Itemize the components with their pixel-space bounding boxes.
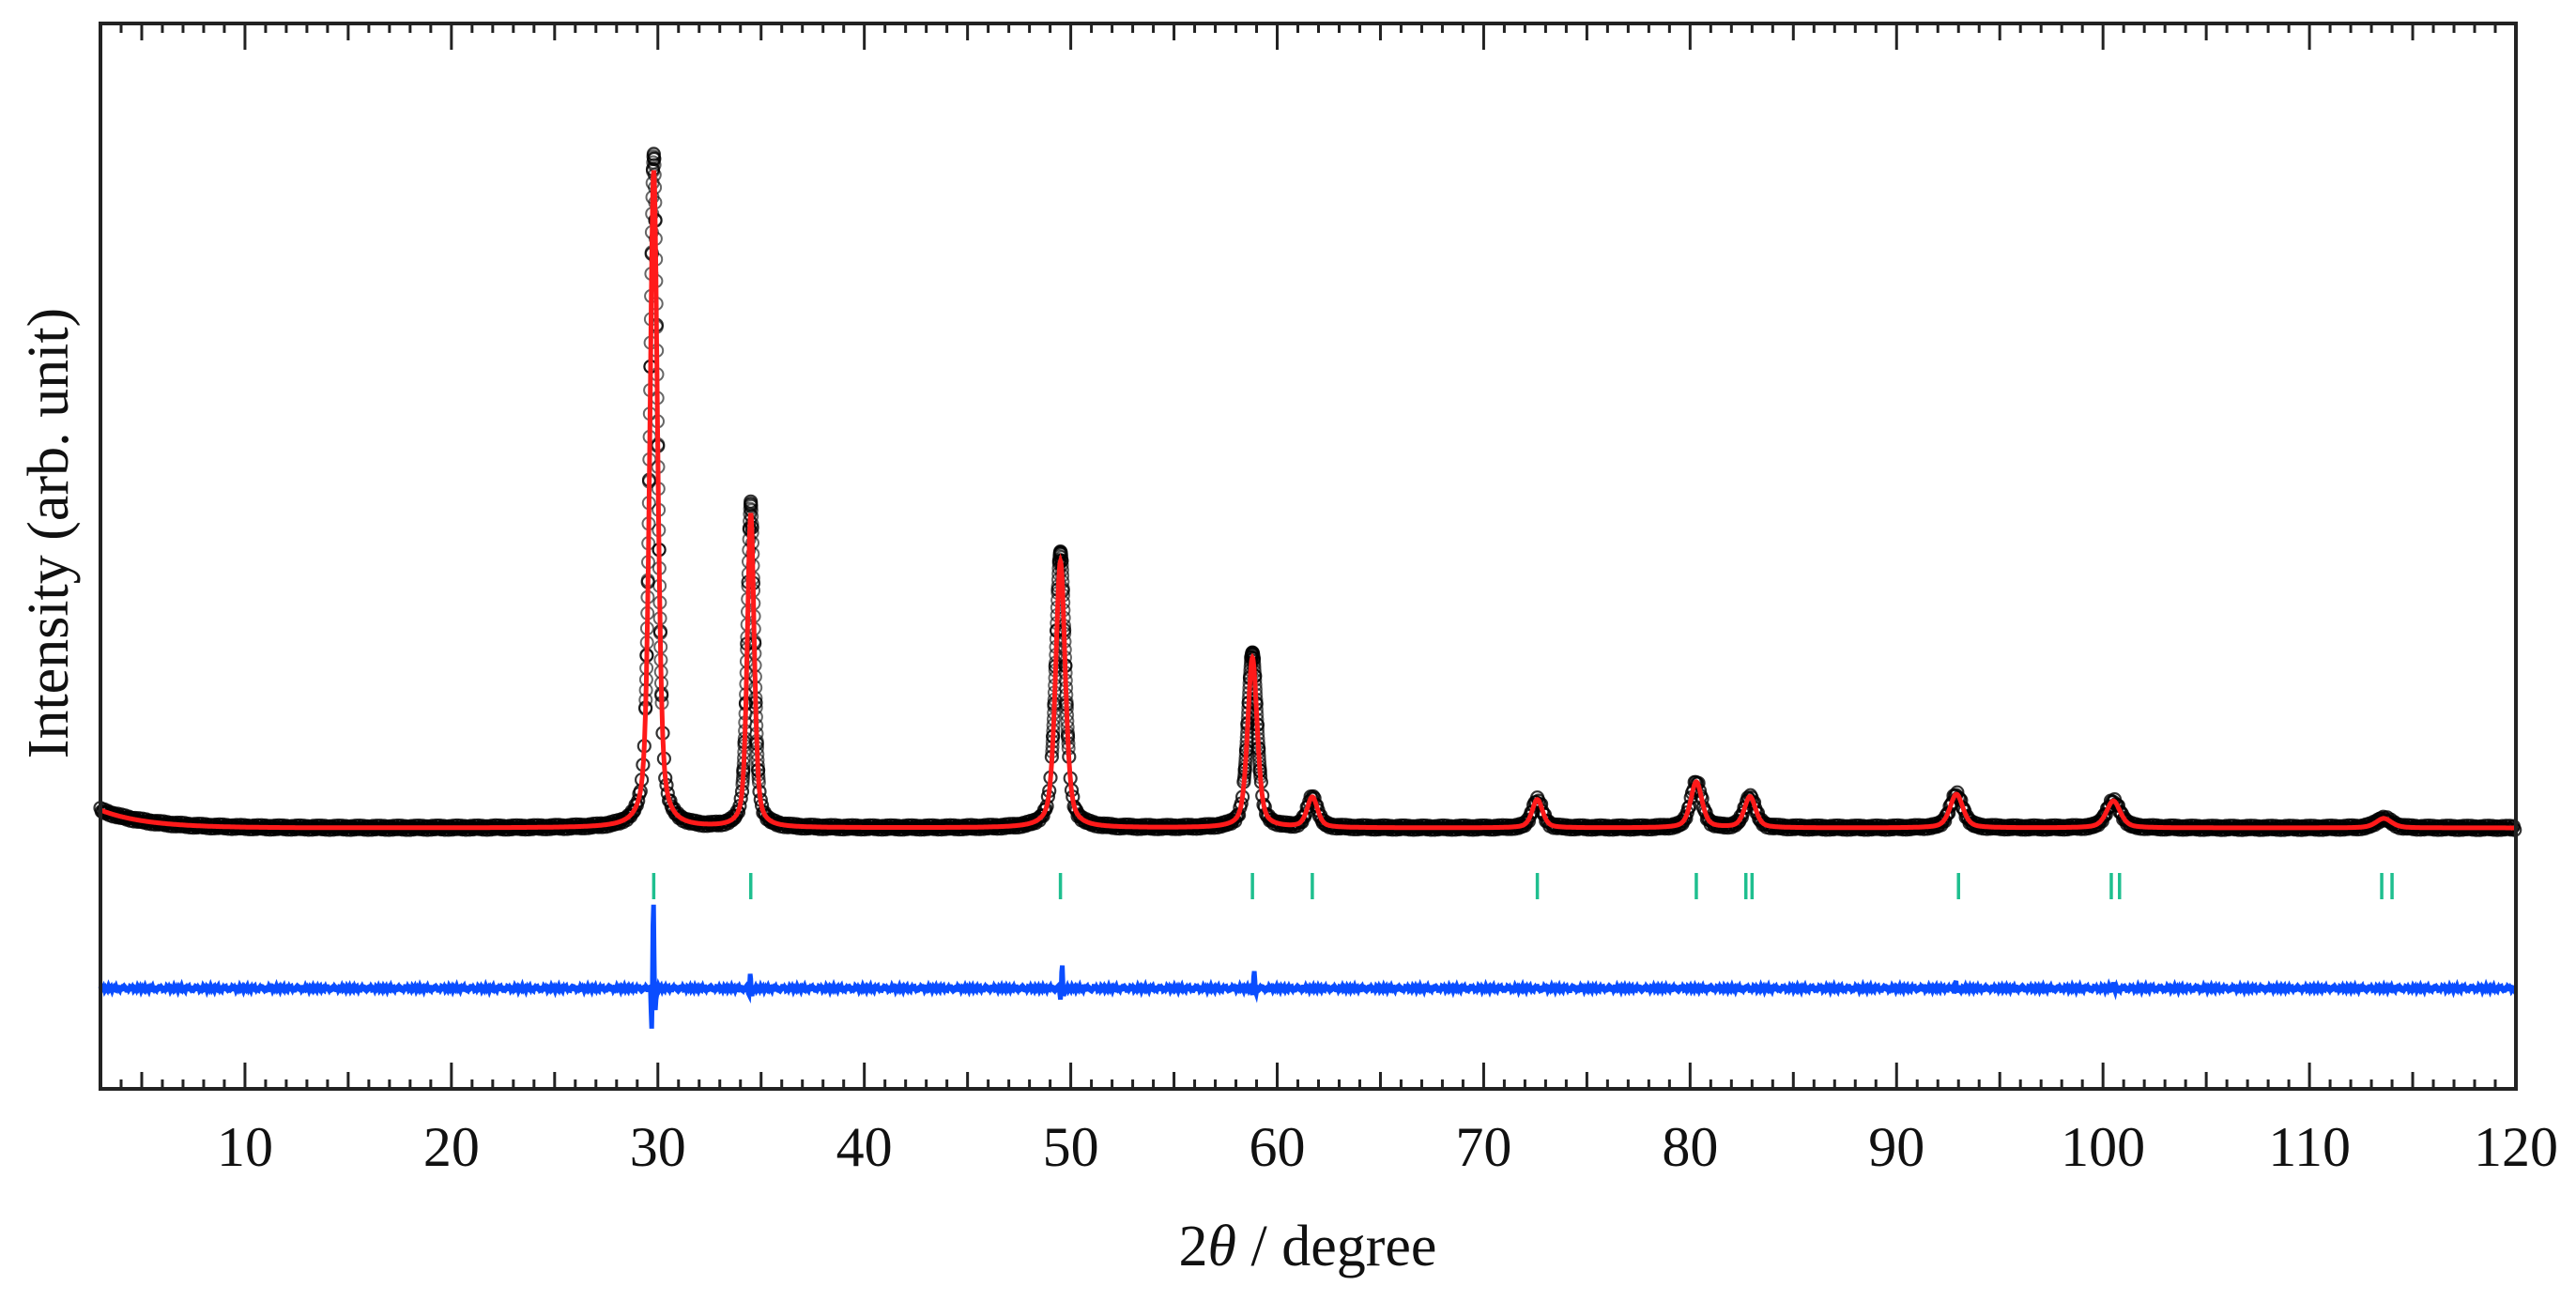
x-axis-title: 2θ / degree (1179, 1215, 1437, 1278)
x-tick-label: 110 (2268, 1116, 2351, 1178)
x-tick-label: 20 (423, 1116, 480, 1178)
calculated-profile-line (100, 170, 2516, 831)
plot-frame (99, 22, 2518, 1091)
observed-data-points (93, 146, 2522, 837)
theta-symbol: θ (1208, 1215, 1236, 1278)
x-tick-label: 10 (217, 1116, 273, 1178)
x-tick-label: 80 (1662, 1116, 1718, 1178)
x-axis-ticks (99, 23, 2518, 1089)
x-tick-label: 50 (1043, 1116, 1099, 1178)
x-axis-tick-labels: 10 20 30 40 50 60 70 80 90 100 110 120 (217, 1116, 2558, 1178)
bragg-position-ticks (652, 873, 2394, 899)
y-axis-title: Intensity (arb. unit) (17, 308, 81, 758)
x-tick-label: 70 (1455, 1116, 1511, 1178)
x-tick-label: 40 (836, 1116, 893, 1178)
x-axis-title-prefix: 2 (1179, 1215, 1208, 1278)
x-tick-label: 100 (2061, 1116, 2145, 1178)
x-tick-label: 90 (1868, 1116, 1924, 1178)
x-tick-label: 60 (1250, 1116, 1306, 1178)
x-tick-label: 30 (630, 1116, 686, 1178)
difference-curve (98, 904, 2518, 1029)
x-axis-title-suffix: / degree (1236, 1215, 1436, 1278)
x-tick-label: 120 (2474, 1116, 2558, 1178)
